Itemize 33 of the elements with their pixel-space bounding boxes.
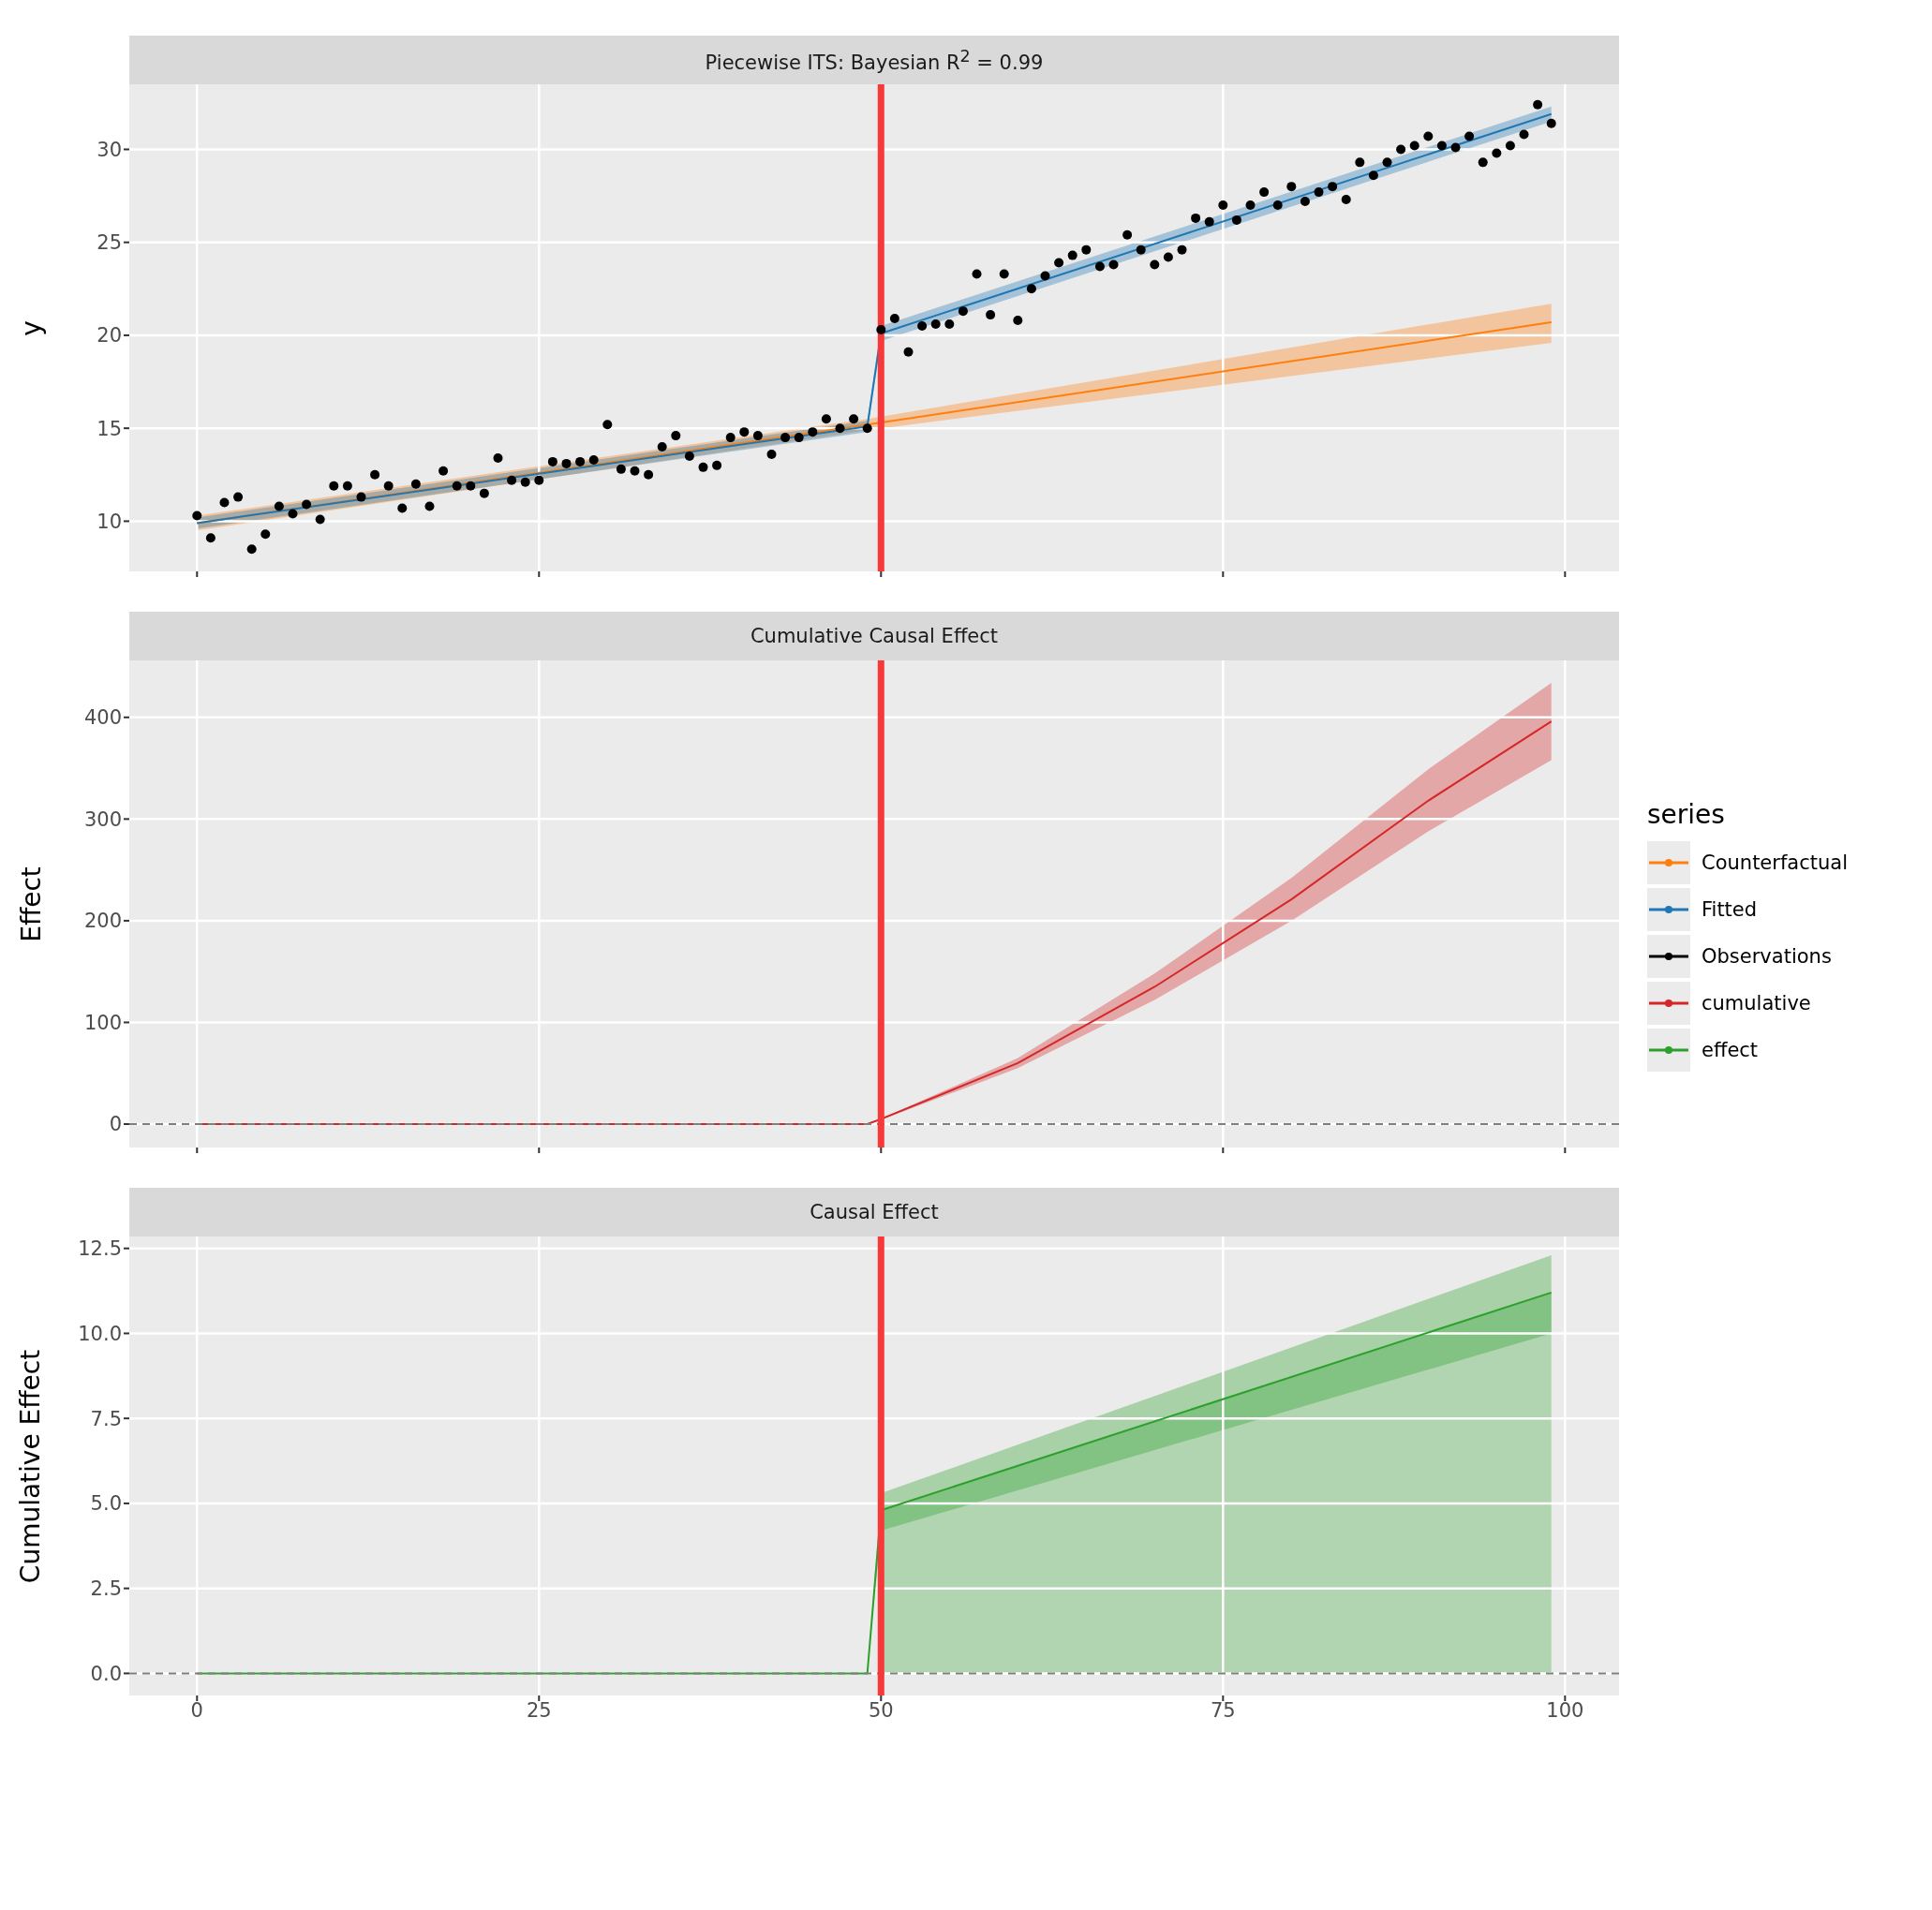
chart-title: Cumulative Causal Effect	[750, 625, 999, 647]
y-tick-label: 5.0	[90, 1492, 122, 1516]
y-axis-title: Cumulative Effect	[15, 1349, 47, 1583]
y-axis-title: Effect	[15, 866, 47, 942]
y-tick-label: 400	[83, 706, 122, 730]
y-axis-title: y	[15, 319, 47, 336]
legend-label: effect	[1702, 1039, 1759, 1061]
x-tick-label: 50	[868, 1698, 894, 1722]
y-tick-label: 15	[97, 417, 122, 440]
y-tick-label: 0.0	[90, 1662, 122, 1685]
legend-title: series	[1647, 799, 1726, 830]
x-tick-label: 25	[526, 1698, 552, 1722]
y-tick-label: 10.0	[78, 1322, 122, 1345]
legend-label: Fitted	[1702, 898, 1758, 921]
y-tick-label: 20	[97, 324, 122, 348]
chart-title: Causal Effect	[810, 1201, 939, 1223]
legend-label: Counterfactual	[1702, 851, 1848, 874]
x-tick-label: 0	[190, 1698, 203, 1722]
chart-title: Piecewise ITS: Bayesian R$^{2}$ = 0.99	[705, 46, 1044, 74]
legend-label: cumulative	[1702, 992, 1811, 1014]
y-tick-label: 12.5	[78, 1237, 122, 1261]
y-tick-label: 10	[97, 510, 122, 533]
y-tick-label: 25	[97, 231, 122, 255]
y-tick-label: 0	[109, 1113, 122, 1136]
y-tick-label: 200	[83, 910, 122, 933]
y-tick-label: 300	[83, 807, 122, 831]
y-tick-label: 100	[83, 1011, 122, 1034]
y-tick-label: 2.5	[90, 1577, 122, 1601]
y-tick-label: 7.5	[90, 1407, 122, 1430]
legend-label: Observations	[1702, 945, 1832, 968]
y-tick-label: 30	[97, 138, 122, 161]
x-tick-label: 75	[1210, 1698, 1236, 1722]
x-tick-label: 100	[1546, 1698, 1584, 1722]
